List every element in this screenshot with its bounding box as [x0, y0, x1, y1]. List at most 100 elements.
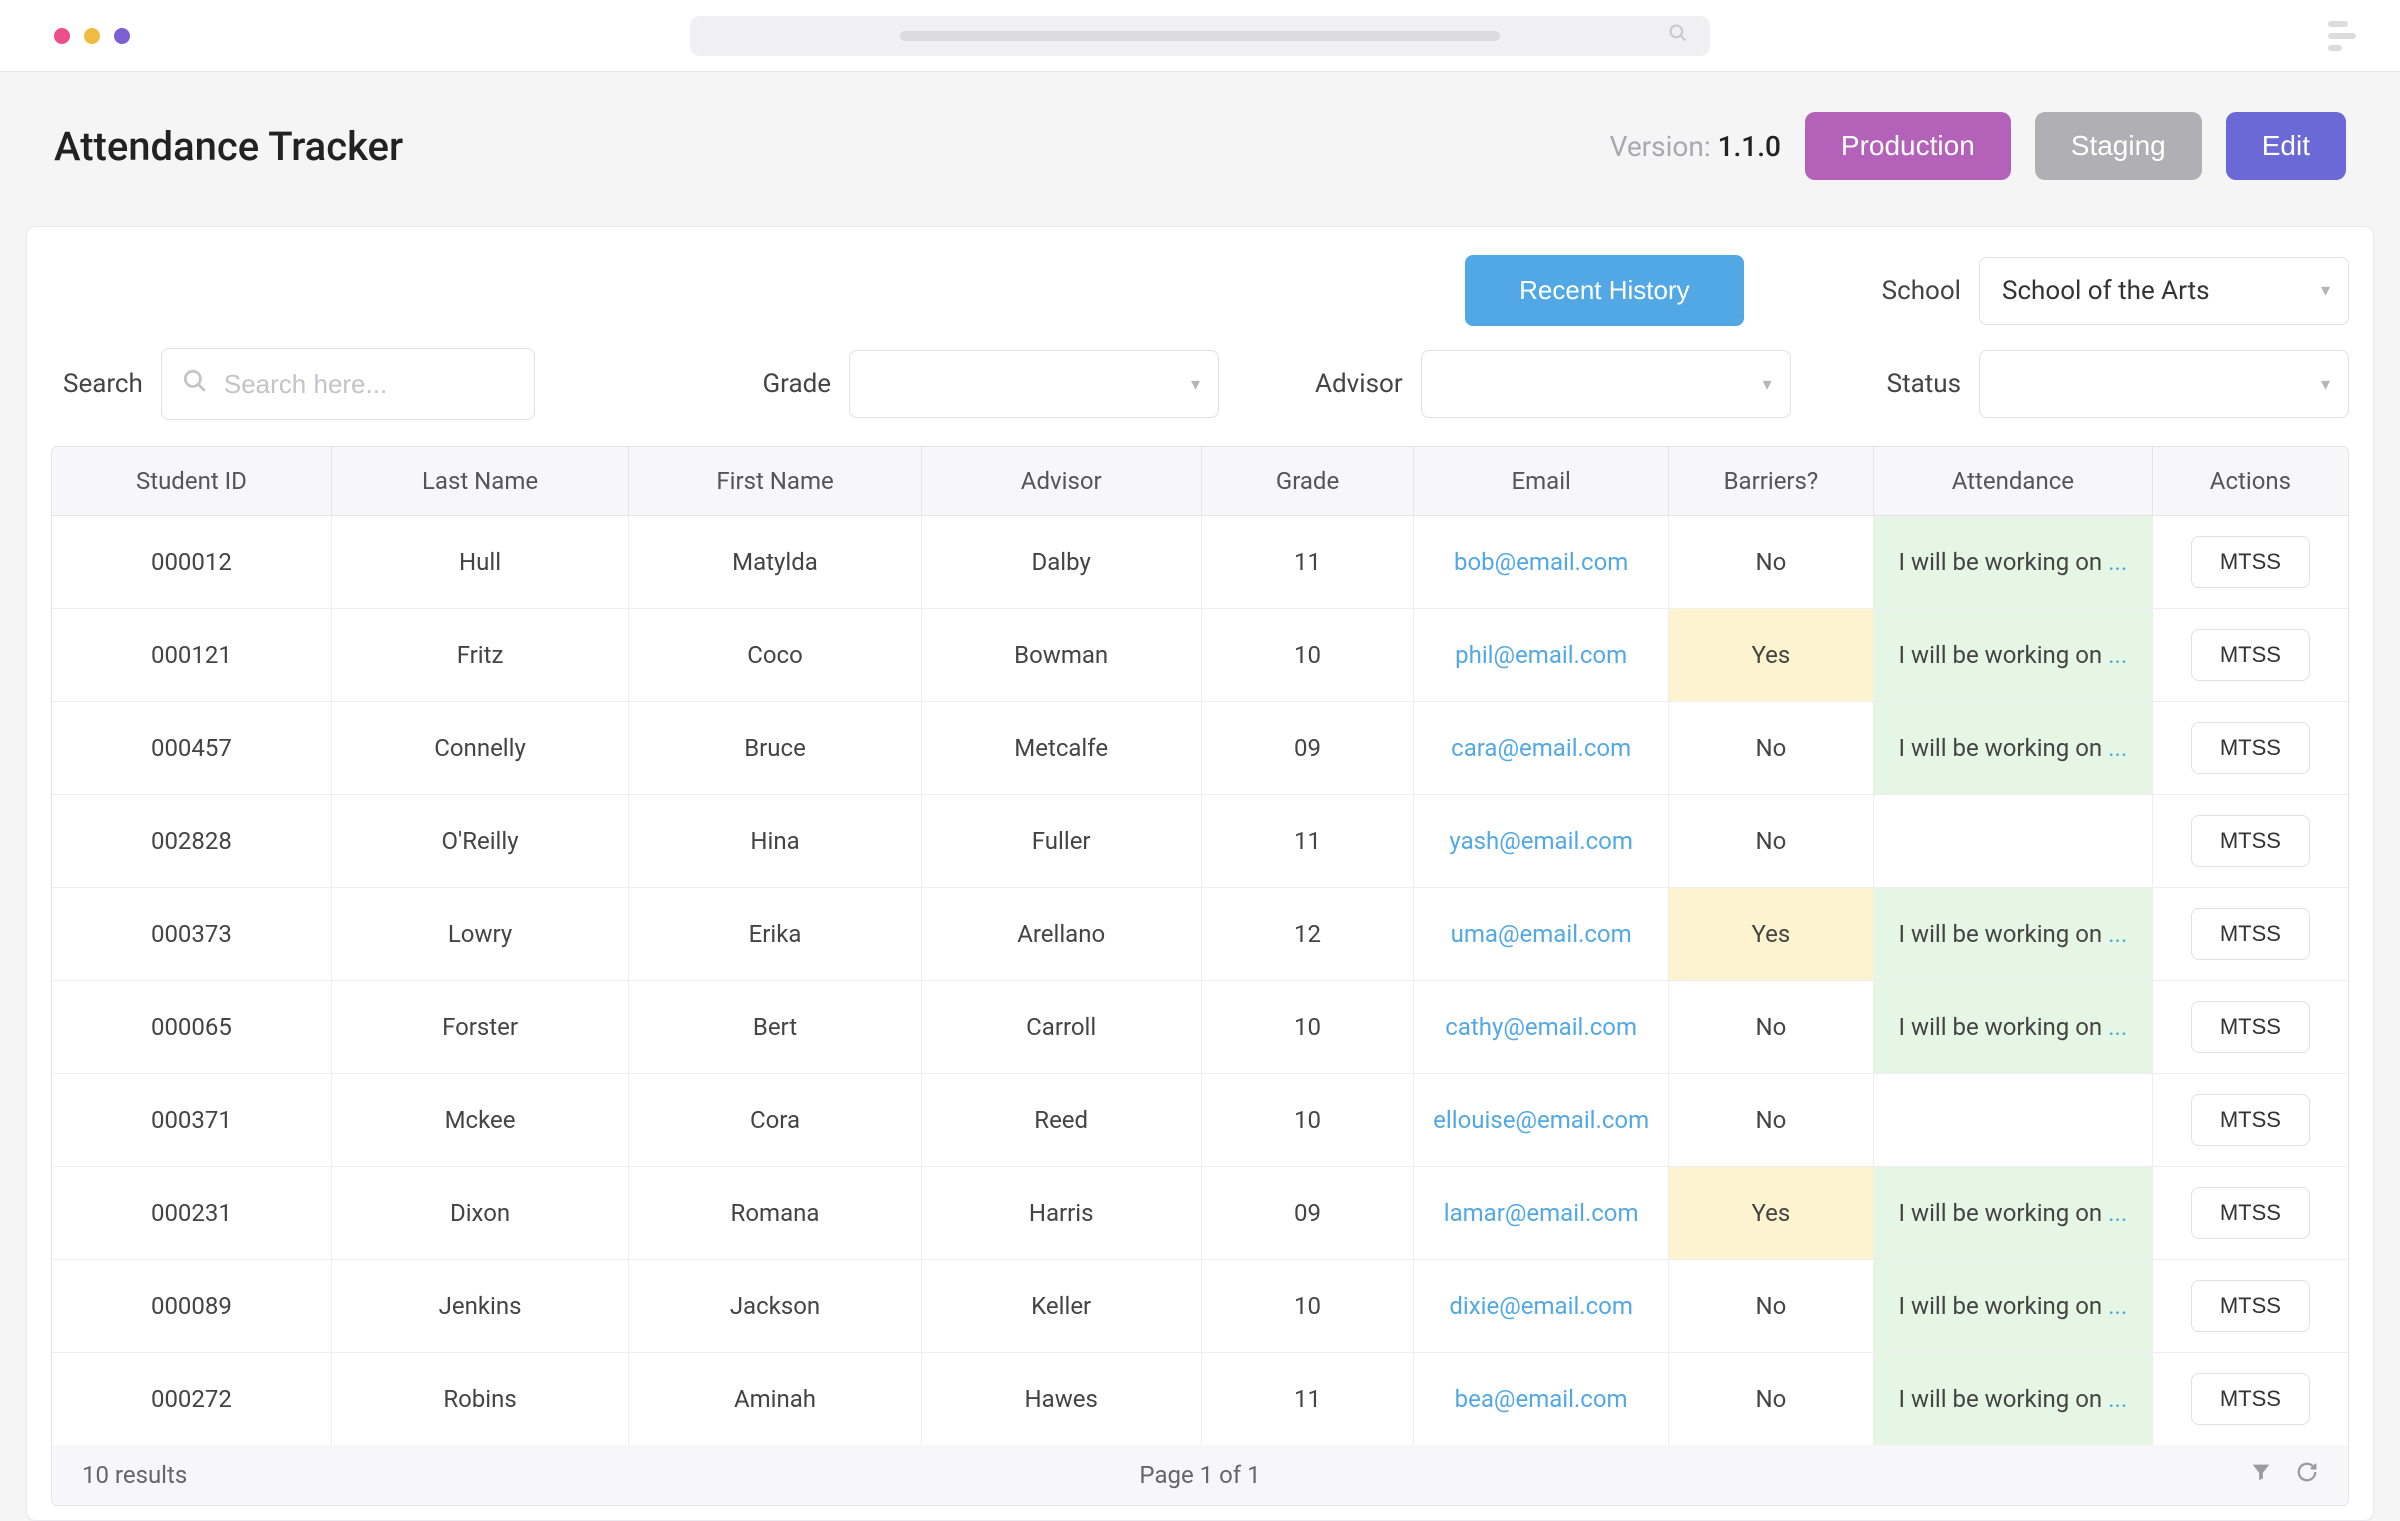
email-link[interactable]: phil@email.com: [1455, 641, 1627, 669]
window-maximize-icon[interactable]: [114, 28, 130, 44]
chevron-down-icon: ▾: [2321, 280, 2330, 301]
ellipsis-link[interactable]: ...: [2108, 641, 2127, 669]
table-cell: Erika: [629, 888, 922, 980]
column-header[interactable]: Advisor: [922, 447, 1202, 515]
column-header[interactable]: Attendance: [1874, 447, 2153, 515]
column-header[interactable]: Last Name: [332, 447, 629, 515]
window-minimize-icon[interactable]: [84, 28, 100, 44]
search-box: [161, 348, 535, 420]
version-text: Version: 1.1.0: [1610, 130, 1781, 163]
table-cell: Reed: [922, 1074, 1202, 1166]
search-label: Search: [63, 369, 143, 399]
column-header[interactable]: Student ID: [52, 447, 332, 515]
advisor-select[interactable]: ▾: [1421, 350, 1791, 418]
email-link[interactable]: ellouise@email.com: [1433, 1106, 1649, 1134]
attendance-text: I will be working on: [1899, 1013, 2103, 1041]
column-header[interactable]: Grade: [1202, 447, 1415, 515]
mtss-button[interactable]: MTSS: [2191, 1187, 2310, 1239]
ellipsis-link[interactable]: ...: [2108, 920, 2127, 948]
production-button[interactable]: Production: [1805, 112, 2011, 180]
email-link[interactable]: dixie@email.com: [1449, 1292, 1633, 1320]
attendance-text: I will be working on: [1899, 920, 2103, 948]
mtss-button[interactable]: MTSS: [2191, 629, 2310, 681]
table-cell: 12: [1202, 888, 1415, 980]
search-input[interactable]: [224, 369, 514, 400]
column-header[interactable]: Barriers?: [1669, 447, 1874, 515]
email-link[interactable]: bea@email.com: [1455, 1385, 1628, 1413]
attendance-text: I will be working on: [1899, 1385, 2103, 1413]
mtss-button[interactable]: MTSS: [2191, 722, 2310, 774]
ellipsis-link[interactable]: ...: [2108, 548, 2127, 576]
url-bar[interactable]: [690, 16, 1710, 56]
email-link[interactable]: lamar@email.com: [1444, 1199, 1639, 1227]
table-cell: 002828: [52, 795, 332, 887]
attendance-cell: I will be working on ...: [1874, 1167, 2153, 1259]
mtss-button[interactable]: MTSS: [2191, 1001, 2310, 1053]
mtss-button[interactable]: MTSS: [2191, 1094, 2310, 1146]
table-body: 000012HullMatyldaDalby11bob@email.comNoI…: [52, 516, 2348, 1445]
table-cell: 000121: [52, 609, 332, 701]
table-cell: Harris: [922, 1167, 1202, 1259]
email-link[interactable]: yash@email.com: [1449, 827, 1633, 855]
mtss-button[interactable]: MTSS: [2191, 815, 2310, 867]
email-link[interactable]: cara@email.com: [1451, 734, 1631, 762]
actions-cell: MTSS: [2153, 516, 2348, 608]
table-cell: 000012: [52, 516, 332, 608]
grade-label: Grade: [762, 369, 831, 399]
attendance-text: I will be working on: [1899, 548, 2103, 576]
attendance-cell: [1874, 1074, 2153, 1166]
table-cell: Dalby: [922, 516, 1202, 608]
table-cell: Cora: [629, 1074, 922, 1166]
table-cell: Keller: [922, 1260, 1202, 1352]
refresh-icon[interactable]: [2296, 1461, 2318, 1489]
table-cell: Dixon: [332, 1167, 629, 1259]
mtss-button[interactable]: MTSS: [2191, 1373, 2310, 1425]
column-header[interactable]: First Name: [629, 447, 922, 515]
column-header[interactable]: Email: [1414, 447, 1669, 515]
grade-select[interactable]: ▾: [849, 350, 1219, 418]
ellipsis-link[interactable]: ...: [2108, 1292, 2127, 1320]
table-cell: 000065: [52, 981, 332, 1073]
staging-button[interactable]: Staging: [2035, 112, 2202, 180]
attendance-text: I will be working on: [1899, 1292, 2103, 1320]
traffic-lights: [54, 28, 130, 44]
ellipsis-link[interactable]: ...: [2108, 1013, 2127, 1041]
email-cell: cathy@email.com: [1414, 981, 1669, 1073]
status-select[interactable]: ▾: [1979, 350, 2349, 418]
email-cell: phil@email.com: [1414, 609, 1669, 701]
attendance-cell: [1874, 795, 2153, 887]
email-cell: bob@email.com: [1414, 516, 1669, 608]
ellipsis-link[interactable]: ...: [2108, 734, 2127, 762]
email-link[interactable]: bob@email.com: [1454, 548, 1628, 576]
table-header: Student IDLast NameFirst NameAdvisorGrad…: [52, 447, 2348, 516]
table-row: 002828O'ReillyHinaFuller11yash@email.com…: [52, 795, 2348, 888]
barriers-cell: Yes: [1669, 1167, 1874, 1259]
school-select[interactable]: School of the Arts ▾: [1979, 257, 2349, 325]
table-cell: Jackson: [629, 1260, 922, 1352]
menu-icon[interactable]: [2328, 21, 2356, 51]
recent-history-button[interactable]: Recent History: [1465, 255, 1744, 326]
data-table: Student IDLast NameFirst NameAdvisorGrad…: [51, 446, 2349, 1506]
actions-cell: MTSS: [2153, 702, 2348, 794]
attendance-cell: I will be working on ...: [1874, 888, 2153, 980]
mtss-button[interactable]: MTSS: [2191, 536, 2310, 588]
ellipsis-link[interactable]: ...: [2108, 1385, 2127, 1413]
table-row: 000373LowryErikaArellano12uma@email.comY…: [52, 888, 2348, 981]
url-placeholder: [900, 31, 1500, 41]
window-close-icon[interactable]: [54, 28, 70, 44]
filter-icon[interactable]: [2250, 1461, 2272, 1489]
email-link[interactable]: cathy@email.com: [1445, 1013, 1637, 1041]
edit-button[interactable]: Edit: [2226, 112, 2346, 180]
barriers-cell: No: [1669, 702, 1874, 794]
footer-actions: [2250, 1461, 2318, 1489]
mtss-button[interactable]: MTSS: [2191, 908, 2310, 960]
column-header[interactable]: Actions: [2153, 447, 2348, 515]
actions-cell: MTSS: [2153, 1167, 2348, 1259]
actions-cell: MTSS: [2153, 981, 2348, 1073]
attendance-cell: I will be working on ...: [1874, 516, 2153, 608]
table-cell: Bowman: [922, 609, 1202, 701]
ellipsis-link[interactable]: ...: [2108, 1199, 2127, 1227]
mtss-button[interactable]: MTSS: [2191, 1280, 2310, 1332]
table-row: 000457ConnellyBruceMetcalfe09cara@email.…: [52, 702, 2348, 795]
email-link[interactable]: uma@email.com: [1451, 920, 1632, 948]
